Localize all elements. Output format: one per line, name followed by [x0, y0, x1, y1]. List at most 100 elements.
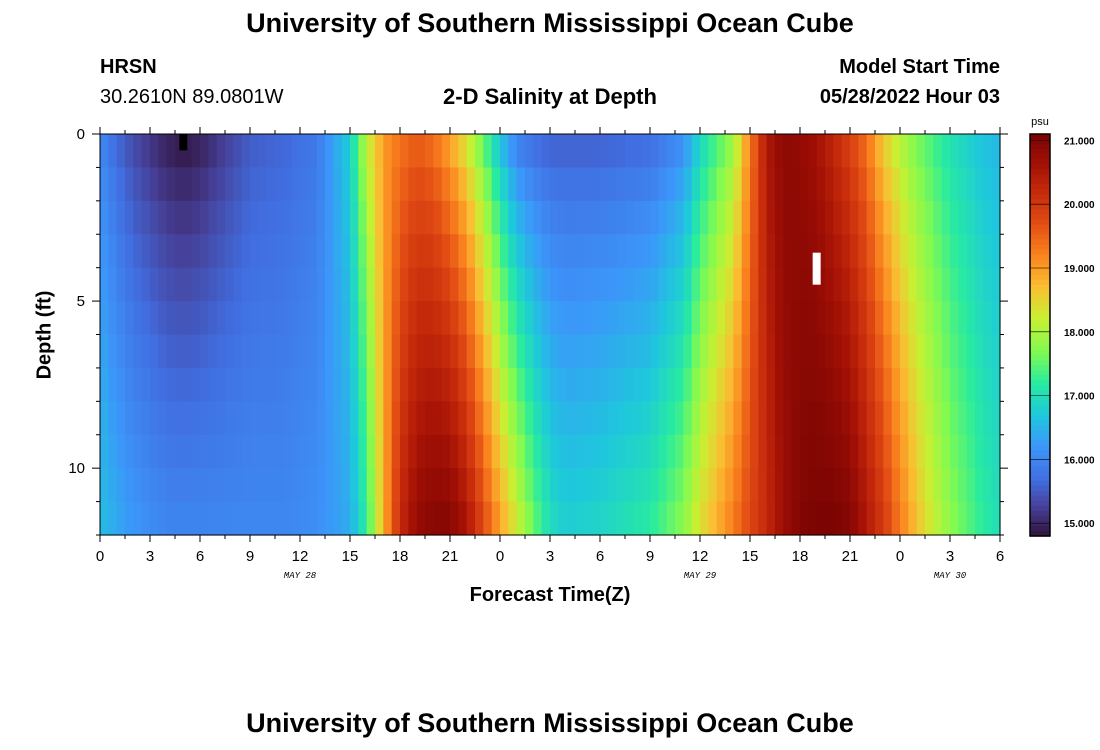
heatmap-cell — [850, 234, 859, 269]
heatmap-cell — [575, 134, 584, 169]
heatmap-cell — [916, 401, 926, 436]
heatmap-cell — [366, 501, 376, 536]
heatmap-cell — [216, 234, 226, 269]
heatmap-cell — [550, 468, 559, 503]
heatmap-cell — [641, 234, 651, 269]
heatmap-cell — [125, 234, 134, 269]
heatmap-cell — [116, 468, 126, 503]
station-name: HRSN — [100, 56, 157, 78]
heatmap-cell — [800, 434, 809, 469]
heatmap-cell — [391, 501, 401, 536]
heatmap-cell — [466, 334, 476, 369]
heatmap-cell — [566, 267, 576, 302]
heatmap-cell — [400, 501, 409, 536]
heatmap-cell — [491, 200, 501, 235]
heatmap-cell — [291, 367, 301, 402]
colorbar-segment — [1030, 249, 1050, 256]
heatmap-cell — [116, 501, 126, 536]
colorbar-segment — [1030, 530, 1050, 537]
heatmap-cell — [941, 267, 951, 302]
heatmap-cell — [950, 367, 959, 402]
heatmap-cell — [666, 234, 676, 269]
heatmap-cell — [858, 468, 868, 503]
heatmap-cell — [900, 167, 909, 202]
heatmap-cell — [841, 200, 851, 235]
heatmap-cell — [516, 334, 526, 369]
heatmap-cell — [675, 468, 684, 503]
heatmap-cell — [225, 434, 234, 469]
heatmap-cell — [950, 334, 959, 369]
heatmap-cell — [225, 334, 234, 369]
colorbar-segment — [1030, 149, 1050, 155]
colorbar-segment — [1030, 229, 1050, 236]
heatmap-cell — [591, 200, 601, 235]
heatmap-cell — [691, 468, 701, 503]
heatmap-cell — [150, 367, 159, 402]
heatmap-cell — [516, 234, 526, 269]
heatmap-cell — [441, 301, 451, 336]
heatmap-cell — [208, 167, 218, 202]
heatmap-cell — [816, 434, 826, 469]
heatmap-cell — [225, 401, 234, 436]
heatmap-cell — [591, 501, 601, 536]
colorbar-segment — [1030, 465, 1050, 472]
heatmap-cell — [925, 267, 934, 302]
page-title: University of Southern Mississippi Ocean… — [246, 8, 854, 38]
heatmap-cell — [533, 468, 543, 503]
heatmap-cell — [433, 501, 443, 536]
heatmap-cell — [100, 200, 109, 235]
heatmap-cell — [150, 434, 159, 469]
heatmap-cell — [808, 501, 818, 536]
heatmap-cell — [825, 267, 834, 302]
heatmap-cell — [275, 434, 284, 469]
heatmap-cell — [833, 167, 843, 202]
heatmap-cell — [925, 234, 934, 269]
heatmap-cell — [808, 234, 818, 269]
heatmap-cell — [683, 234, 693, 269]
heatmap-cell — [250, 468, 259, 503]
heatmap-cell — [200, 468, 209, 503]
heatmap-cell — [566, 200, 576, 235]
heatmap-cell — [283, 367, 293, 402]
heatmap-cell — [458, 134, 468, 169]
heatmap-cell — [175, 434, 184, 469]
x-tick-label: 21 — [442, 548, 459, 565]
heatmap-cell — [125, 134, 134, 169]
heatmap-cell — [483, 234, 493, 269]
heatmap-cell — [158, 200, 168, 235]
heatmap-cell — [341, 200, 351, 235]
heatmap-cell — [750, 234, 759, 269]
heatmap-cell — [666, 134, 676, 169]
heatmap-cell — [616, 301, 626, 336]
heatmap-cell — [800, 167, 809, 202]
heatmap-cell — [308, 134, 318, 169]
heatmap-cell — [541, 334, 551, 369]
heatmap-cell — [850, 167, 859, 202]
heatmap-cell — [441, 167, 451, 202]
heatmap-cell — [100, 401, 109, 436]
heatmap-cell — [858, 367, 868, 402]
x-tick-label: 15 — [742, 548, 759, 565]
heatmap-cell — [358, 401, 368, 436]
heatmap-cell — [683, 468, 693, 503]
heatmap-cell — [166, 334, 176, 369]
heatmap-cell — [166, 134, 176, 169]
heatmap-cell — [375, 334, 384, 369]
heatmap-cell — [125, 434, 134, 469]
heatmap-cell — [308, 334, 318, 369]
heatmap-cell — [375, 468, 384, 503]
heatmap-cell — [308, 234, 318, 269]
heatmap-cell — [766, 134, 776, 169]
heatmap-cell — [266, 301, 276, 336]
heatmap-cell — [108, 367, 118, 402]
heatmap-cell — [316, 167, 326, 202]
heatmap-cell — [733, 468, 743, 503]
heatmap-cell — [133, 134, 143, 169]
heatmap-cell — [775, 301, 784, 336]
heatmap-cell — [541, 468, 551, 503]
heatmap-cell — [166, 468, 176, 503]
heatmap-cell — [325, 434, 334, 469]
heatmap-cell — [166, 200, 176, 235]
heatmap-cell — [683, 334, 693, 369]
